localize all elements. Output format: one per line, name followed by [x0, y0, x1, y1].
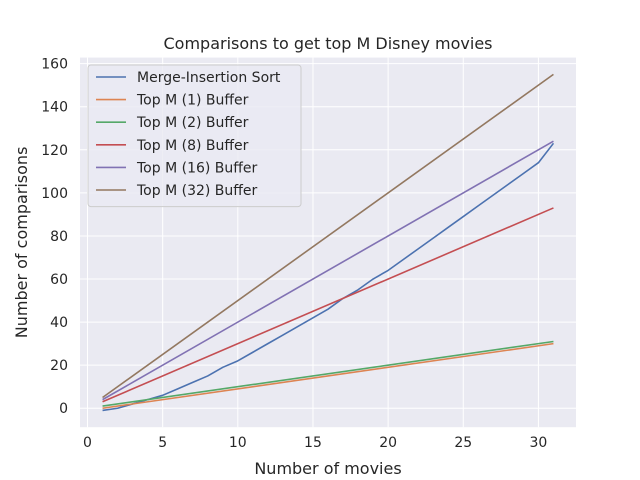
legend-label-3: Top M (8) Buffer: [136, 138, 249, 154]
legend-box: [87, 64, 302, 208]
x-tick-label: 10: [229, 435, 247, 451]
y-tick-label: 120: [41, 143, 68, 159]
y-tick-label: 80: [50, 229, 68, 245]
x-tick-label: 30: [530, 435, 548, 451]
series-line-0: [102, 142, 555, 412]
series-line-4: [102, 140, 554, 401]
y-axis-label: Number of comparisons: [12, 147, 31, 339]
series-line-5: [102, 73, 554, 399]
x-axis-ticks: 0 5 10 15 20 25 30: [83, 435, 547, 451]
legend-label-2: Top M (2) Buffer: [136, 115, 249, 131]
y-tick-label: 20: [50, 358, 68, 374]
series-line-1: [102, 342, 554, 410]
y-tick-label: 40: [50, 315, 68, 331]
legend-label-5: Top M (32) Buffer: [136, 183, 258, 199]
legend: Merge-Insertion Sort Top M (1) Buffer Top …: [87, 64, 302, 208]
y-tick-label: 100: [41, 186, 68, 202]
x-tick-label: 15: [304, 435, 322, 451]
x-tick-label: 0: [83, 435, 92, 451]
x-axis-label: Number of movies: [254, 459, 401, 478]
legend-label-0: Merge-Insertion Sort: [137, 70, 281, 86]
y-tick-label: 0: [59, 401, 68, 417]
y-axis-ticks: 0 20 40 60 80 100 120 140 160: [41, 57, 68, 418]
x-tick-label: 5: [158, 435, 167, 451]
series-line-2: [102, 340, 554, 407]
legend-label-1: Top M (1) Buffer: [136, 93, 249, 109]
chart-title: Comparisons to get top M Disney movies: [163, 34, 492, 53]
x-tick-label: 20: [379, 435, 397, 451]
y-tick-label: 160: [41, 57, 68, 73]
legend-label-4: Top M (16) Buffer: [136, 160, 258, 176]
y-tick-label: 140: [41, 100, 68, 116]
series-lines: [102, 73, 555, 412]
x-tick-label: 25: [454, 435, 472, 451]
series-line-3: [102, 207, 554, 403]
y-tick-label: 60: [50, 272, 68, 288]
